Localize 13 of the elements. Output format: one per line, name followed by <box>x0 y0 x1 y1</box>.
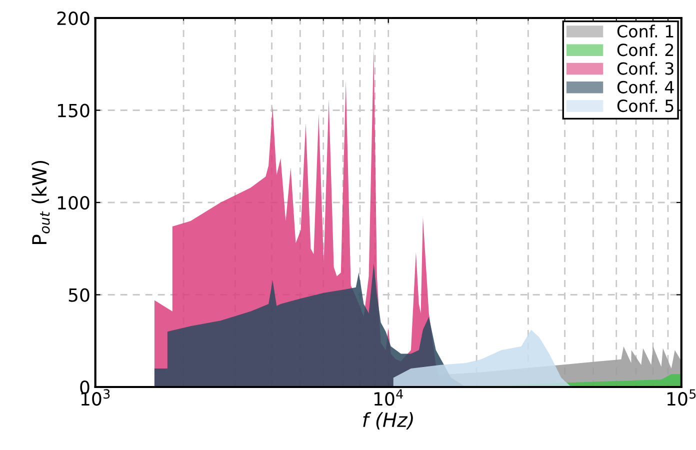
y-tick-label: 200 <box>57 11 90 26</box>
y-tick-label: 50 <box>68 288 90 302</box>
y-tick-label: 150 <box>58 104 90 118</box>
x-tick-label: 10$^{5}$ <box>667 389 696 406</box>
legend-label: Conf. 3 <box>617 62 674 75</box>
legend-label: Conf. 2 <box>617 43 674 56</box>
x-axis-title: f (Hz) <box>363 412 413 430</box>
y-tick-label: 100 <box>58 196 90 210</box>
legend-label: Conf. 4 <box>617 80 674 94</box>
legend-label: Conf. 5 <box>617 99 674 112</box>
y-axis-title: P$_{out}$ (kW) <box>32 160 50 244</box>
x-tick-label: 10$^{4}$ <box>374 389 403 406</box>
legend-label: Conf. 1 <box>617 24 674 38</box>
